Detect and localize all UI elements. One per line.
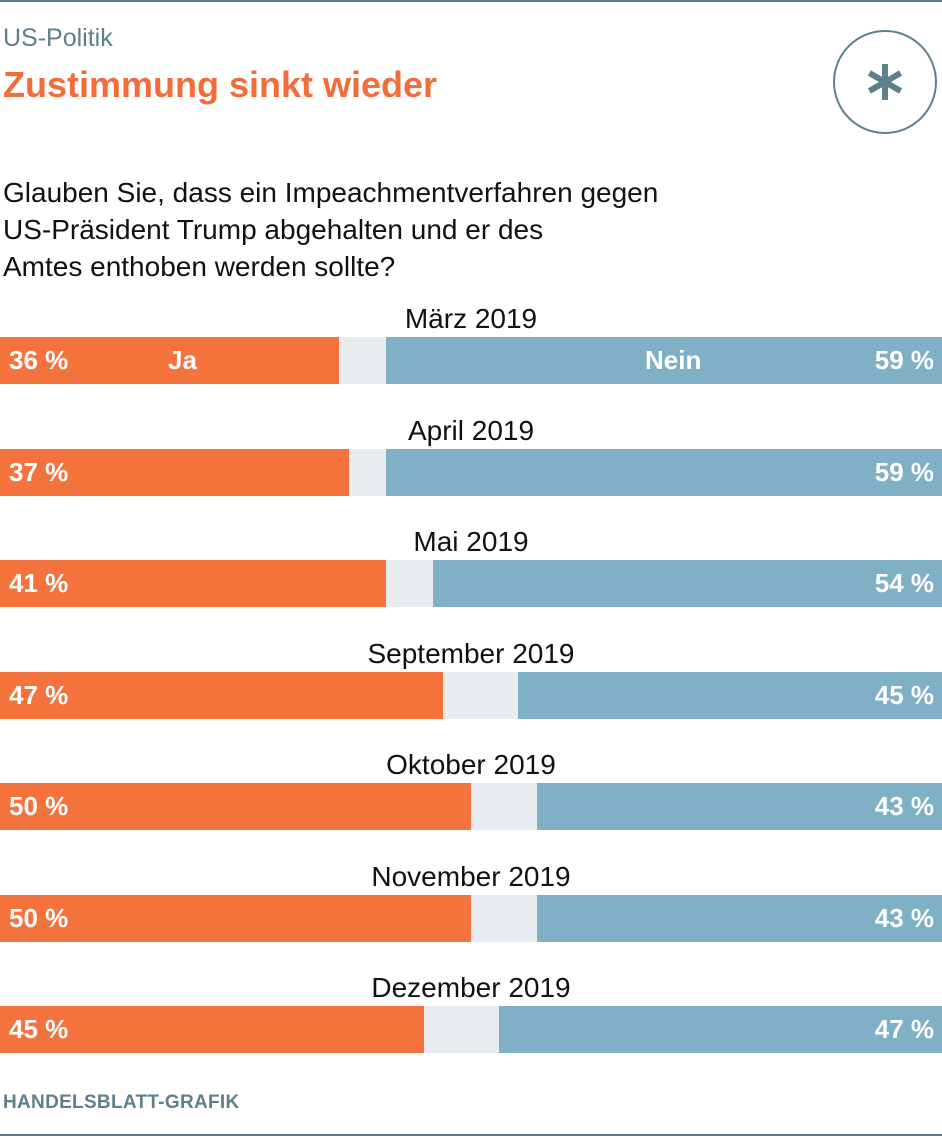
bar-undecided: [423, 1006, 500, 1053]
bar-undecided: [442, 672, 519, 719]
period-label: Mai 2019: [413, 526, 529, 557]
value-label-no: 43 %: [874, 903, 934, 933]
value-label-yes: 47 %: [9, 680, 69, 710]
kicker: US-Politik: [3, 24, 113, 52]
question-line: US-Präsident Trump abgehalten und er des: [3, 214, 544, 245]
bar-no: [499, 1006, 942, 1053]
asterisk-icon: [833, 30, 937, 134]
question-line: Glauben Sie, dass ein Impeachmentverfahr…: [3, 177, 659, 208]
bar-no: [386, 337, 942, 384]
value-label-yes: 41 %: [9, 568, 69, 598]
period-label: September 2019: [367, 638, 575, 669]
question-line: Amtes enthoben werden sollte?: [3, 251, 396, 282]
bar-yes: [0, 672, 443, 719]
period-label: November 2019: [371, 861, 571, 892]
bar-undecided: [386, 560, 434, 607]
bar-yes: [0, 560, 387, 607]
value-label-yes: 37 %: [9, 457, 69, 487]
value-label-no: 59 %: [874, 457, 934, 487]
bar-no: [518, 672, 942, 719]
value-label-no: 54 %: [874, 568, 934, 598]
value-label-no: 59 %: [874, 345, 934, 375]
top-rule: [0, 0, 942, 2]
bar-undecided: [348, 449, 387, 496]
bar-no: [386, 449, 942, 496]
period-label: Oktober 2019: [386, 749, 556, 780]
bar-yes: [0, 337, 340, 384]
bar-no: [536, 895, 942, 942]
value-label-yes: 45 %: [9, 1014, 69, 1044]
bar-yes: [0, 1006, 424, 1053]
bar-undecided: [339, 337, 387, 384]
bar-no: [536, 783, 942, 830]
period-label: März 2019: [404, 303, 538, 334]
chart-question: Glauben Sie, dass ein Impeachmentverfahr…: [3, 174, 903, 285]
value-label-yes: 50 %: [9, 903, 69, 933]
bar-yes: [0, 895, 471, 942]
value-label-yes: 36 %: [9, 345, 69, 375]
value-label-no: 47 %: [874, 1014, 934, 1044]
bar-undecided: [471, 783, 537, 830]
source-credit: HANDELSBLATT-GRAFIK: [3, 1092, 240, 1113]
bar-no: [433, 560, 942, 607]
series-label-yes: Ja: [168, 345, 197, 375]
value-label-no: 43 %: [874, 791, 934, 821]
bar-yes: [0, 783, 471, 830]
value-label-yes: 50 %: [9, 791, 69, 821]
series-label-no: Nein: [645, 345, 702, 375]
chart-headline: Zustimmung sinkt wieder: [3, 64, 438, 105]
period-label: April 2019: [407, 415, 535, 446]
bar-undecided: [471, 895, 537, 942]
value-label-no: 45 %: [874, 680, 934, 710]
bottom-rule: [0, 1134, 942, 1136]
period-label: Dezember 2019: [371, 972, 571, 1003]
bar-yes: [0, 449, 349, 496]
